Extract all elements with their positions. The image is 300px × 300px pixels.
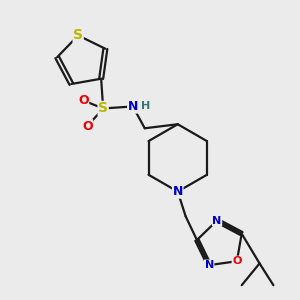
- Text: O: O: [78, 94, 88, 107]
- Text: S: S: [98, 101, 108, 116]
- Text: N: N: [212, 216, 222, 226]
- Text: N: N: [205, 260, 214, 270]
- Text: O: O: [82, 120, 93, 133]
- Text: H: H: [141, 101, 150, 112]
- Text: N: N: [172, 185, 183, 198]
- Text: N: N: [128, 100, 138, 113]
- Text: S: S: [73, 28, 83, 43]
- Text: O: O: [232, 256, 242, 266]
